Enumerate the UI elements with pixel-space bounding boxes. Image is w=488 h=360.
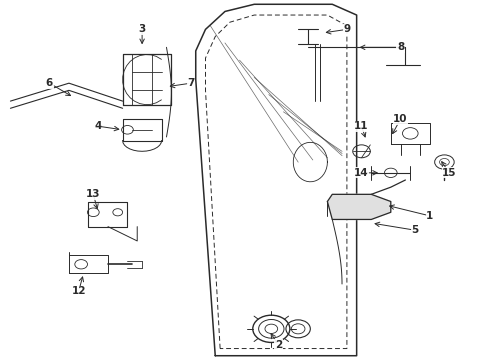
Text: 5: 5 [411,225,418,235]
Text: 11: 11 [353,121,368,131]
Text: 9: 9 [343,24,350,35]
Text: 1: 1 [426,211,432,221]
Text: 12: 12 [71,286,86,296]
Text: 15: 15 [441,168,456,178]
Text: 8: 8 [396,42,404,52]
Text: 13: 13 [86,189,101,199]
Text: 3: 3 [138,24,145,35]
Text: 7: 7 [187,78,194,88]
Text: 2: 2 [274,340,282,350]
Text: 6: 6 [46,78,53,88]
Text: 10: 10 [392,114,407,124]
Polygon shape [327,194,390,220]
Text: 14: 14 [353,168,368,178]
Text: 4: 4 [94,121,102,131]
